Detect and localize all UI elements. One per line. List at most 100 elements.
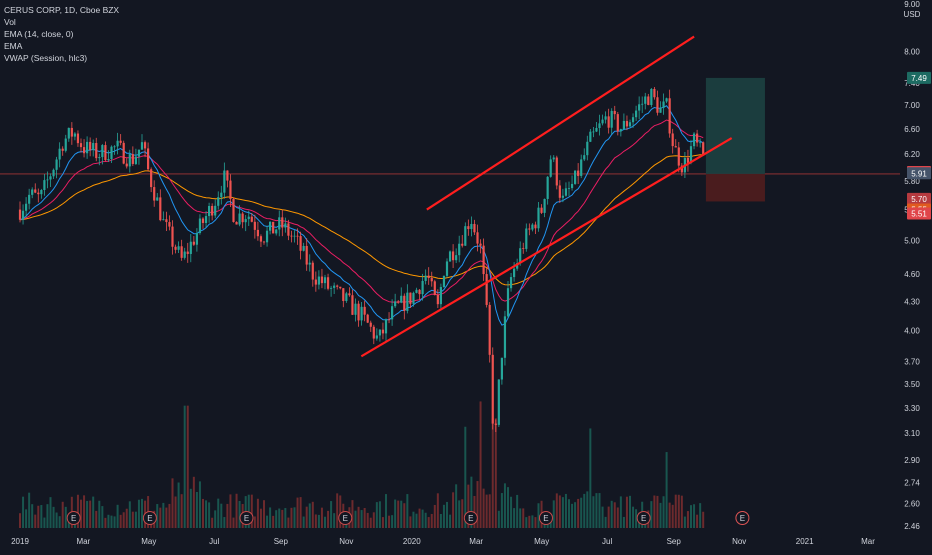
candle-body: [290, 235, 293, 237]
candle-body: [192, 241, 195, 245]
volume-bar: [436, 493, 439, 528]
earnings-label: E: [740, 514, 745, 523]
vwap-line: [19, 154, 704, 286]
candle-body: [430, 277, 433, 282]
volume-bar: [403, 503, 406, 528]
volume-bar: [156, 504, 159, 528]
candle-body: [204, 216, 208, 223]
candle-body: [235, 221, 238, 225]
volume-bar: [470, 476, 473, 528]
candle-body: [369, 322, 372, 327]
volume-bar: [555, 493, 558, 528]
volume-bar: [104, 517, 107, 528]
candle-body: [586, 141, 589, 156]
volume-bar: [28, 492, 31, 528]
volume-bar: [308, 503, 311, 528]
volume-bar: [635, 509, 638, 528]
earnings-label: E: [641, 514, 646, 523]
candle-body: [272, 221, 275, 234]
candle-body: [171, 226, 174, 247]
volume-bar: [305, 506, 308, 528]
candle-body: [378, 329, 381, 336]
candle-body: [622, 120, 625, 130]
volume-bar: [278, 508, 281, 528]
candle-body: [189, 241, 192, 254]
candle-body: [330, 287, 333, 289]
candle-body: [143, 142, 147, 149]
volume-bar: [580, 497, 583, 528]
candle-body: [296, 235, 299, 237]
candle-body: [323, 277, 327, 284]
candle-body: [613, 110, 616, 115]
candle-body: [150, 169, 153, 188]
candle-body: [299, 236, 302, 251]
x-tick-label: 2021: [796, 537, 814, 546]
volume-bar: [214, 510, 217, 528]
price-badge-label: 5.70: [911, 195, 927, 204]
candle-body: [418, 289, 421, 295]
volume-bar: [378, 501, 381, 528]
price-badge-label: 7.49: [911, 74, 927, 83]
y-tick-label: 5.00: [904, 237, 920, 246]
volume-bar: [37, 505, 40, 528]
legend-ema[interactable]: EMA: [4, 41, 23, 51]
candle-body: [616, 114, 619, 132]
candle-body: [525, 228, 528, 249]
candle-body: [244, 219, 247, 223]
candle-body: [482, 245, 485, 275]
volume-bar: [174, 496, 177, 528]
candle-body: [156, 197, 159, 201]
candle-body: [635, 110, 638, 118]
earnings-icon: [538, 511, 553, 525]
volume-bar: [693, 504, 696, 528]
candle-body: [253, 221, 256, 230]
candle-body: [82, 147, 86, 154]
candle-body: [98, 157, 101, 159]
candle-body: [659, 107, 662, 113]
candle-body: [18, 209, 22, 220]
volume-bar: [61, 501, 64, 528]
candle-body: [86, 141, 89, 154]
volume-bar: [412, 511, 415, 528]
volume-bar: [604, 516, 607, 528]
volume-bar: [159, 507, 162, 528]
candle-body: [625, 120, 629, 127]
candle-body: [333, 285, 336, 288]
candle-body: [336, 285, 339, 287]
candle-body: [92, 143, 95, 151]
legend-volume[interactable]: Vol: [4, 17, 16, 27]
volume-bar: [293, 507, 296, 528]
candle-body: [34, 189, 37, 193]
candle-body: [360, 306, 363, 321]
earnings-label: E: [468, 514, 473, 523]
candle-body: [583, 155, 586, 160]
volume-bar: [467, 484, 470, 528]
candle-body: [354, 303, 357, 315]
legend-vwap[interactable]: VWAP (Session, hlc3): [4, 53, 88, 63]
candle-body: [653, 88, 656, 98]
y-tick-label: 2.46: [904, 522, 920, 531]
volume-bar: [561, 497, 564, 528]
candle-body: [540, 207, 543, 213]
legend-ema14[interactable]: EMA (14, close, 0): [4, 29, 74, 39]
volume-bar: [406, 494, 409, 528]
candle-body: [561, 195, 564, 198]
earnings-label: E: [244, 514, 249, 523]
volume-bar: [598, 493, 601, 528]
chart-title[interactable]: CERUS CORP, 1D, Cboe BZX: [4, 5, 120, 15]
candle-body: [119, 140, 122, 143]
x-tick-label: 2020: [403, 537, 421, 546]
candle-body: [55, 159, 58, 170]
volume-bar: [381, 517, 384, 528]
volume-bar: [503, 483, 506, 528]
volume-bar: [354, 510, 357, 528]
earnings-icon: [66, 511, 81, 525]
volume-bar: [571, 503, 574, 528]
volume-bar: [662, 496, 665, 528]
candle-body: [638, 104, 641, 111]
candle-body: [421, 280, 424, 295]
candle-body: [455, 255, 458, 261]
y-tick-label: 8.00: [904, 47, 920, 56]
